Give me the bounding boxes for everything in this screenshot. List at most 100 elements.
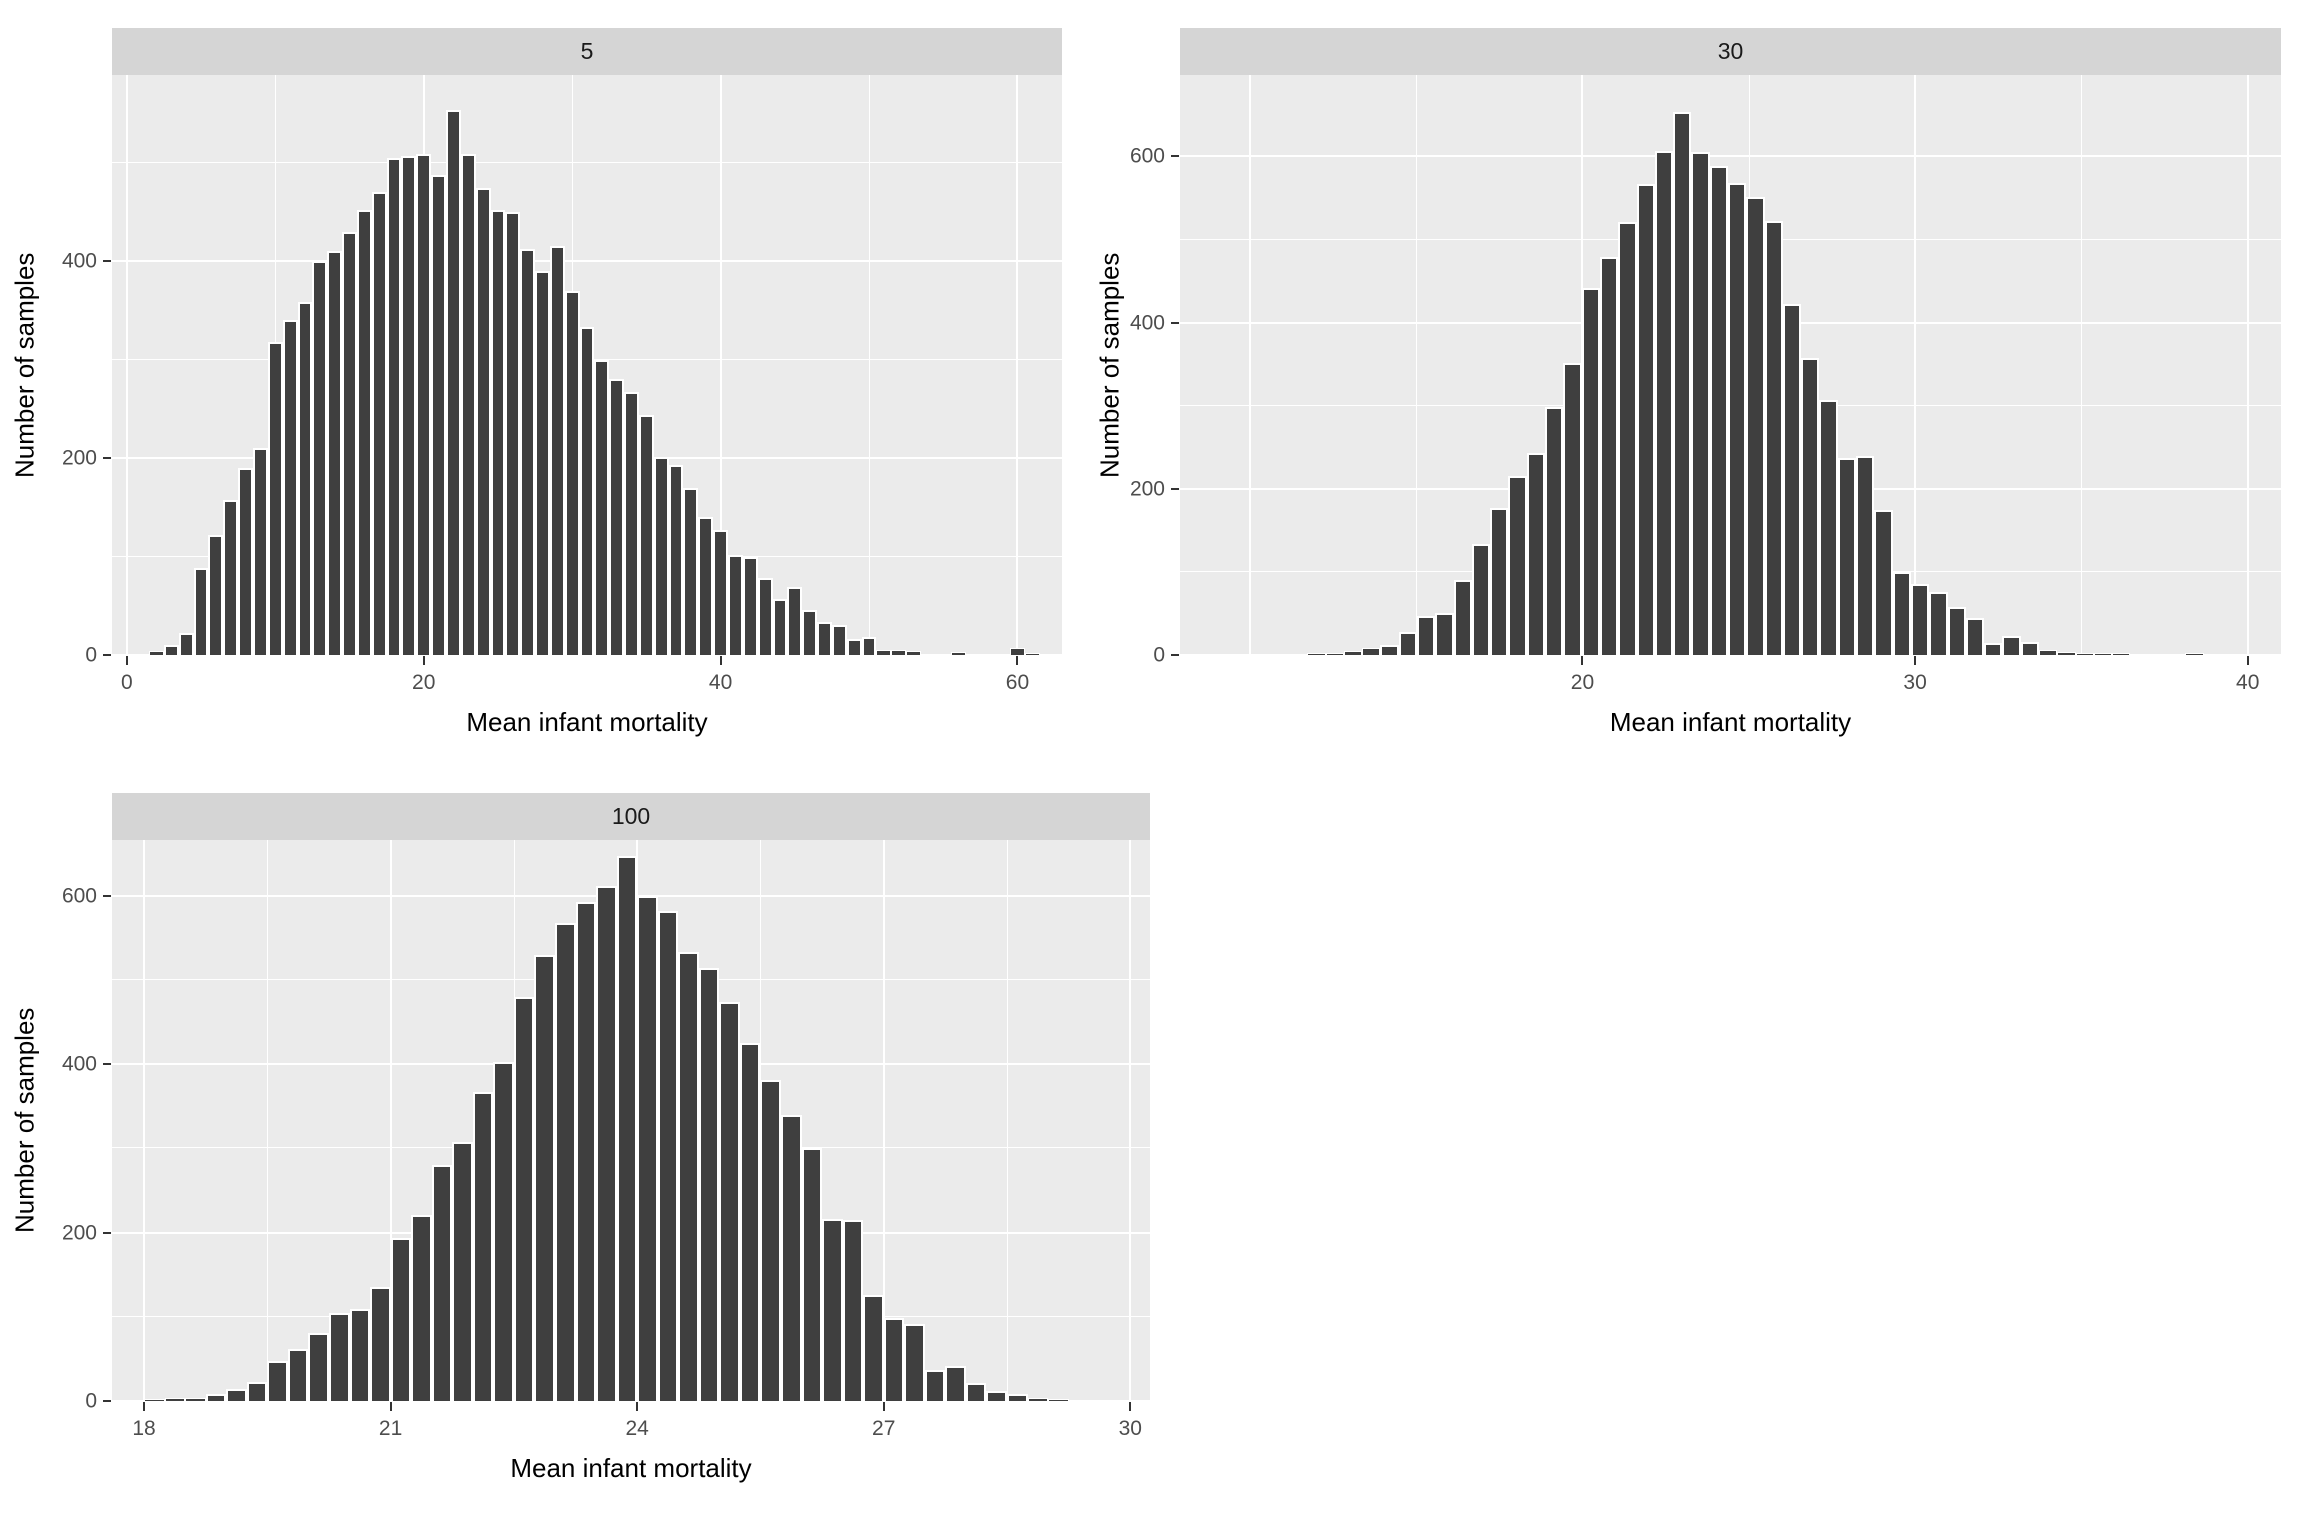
histogram-bar bbox=[678, 952, 699, 1401]
y-tick-label: 200 bbox=[61, 446, 97, 470]
histogram-bar bbox=[1325, 652, 1344, 655]
histogram-bar bbox=[386, 157, 402, 655]
histogram-bar bbox=[1307, 653, 1326, 655]
x-axis-title: Mean infant mortality bbox=[510, 1453, 752, 1483]
histogram-bar bbox=[472, 1091, 494, 1401]
histogram-bar bbox=[950, 652, 966, 655]
histogram-bar bbox=[1006, 1394, 1028, 1401]
x-major-gridline bbox=[143, 840, 146, 1401]
histogram-bar bbox=[739, 1043, 761, 1401]
x-tick-label: 18 bbox=[132, 1417, 156, 1440]
x-tick-mark bbox=[1914, 656, 1917, 665]
histogram-bar bbox=[802, 609, 818, 655]
histogram-bar bbox=[757, 578, 773, 655]
histogram-bar bbox=[906, 651, 921, 655]
histogram-bar bbox=[760, 1080, 781, 1401]
histogram-bar bbox=[267, 1360, 288, 1401]
x-major-gridline bbox=[2246, 75, 2249, 655]
y-major-gridline bbox=[1180, 155, 2281, 158]
histogram-bar bbox=[817, 621, 832, 655]
y-tick-label: 400 bbox=[61, 1052, 97, 1076]
histogram-bar bbox=[178, 633, 194, 655]
histogram-bar bbox=[1874, 509, 1893, 655]
facet-strip-label: 100 bbox=[611, 803, 651, 829]
y-tick-mark bbox=[103, 457, 111, 460]
histogram-bar bbox=[371, 192, 387, 655]
x-tick-label: 21 bbox=[378, 1417, 403, 1440]
histogram-bar bbox=[287, 1348, 309, 1401]
y-minor-gridline bbox=[112, 161, 1062, 163]
x-tick-mark bbox=[2246, 656, 2249, 665]
x-tick-label: 27 bbox=[872, 1417, 896, 1440]
y-tick-label: 200 bbox=[61, 1221, 97, 1245]
histogram-bar bbox=[575, 902, 597, 1401]
histogram-bar bbox=[787, 587, 803, 655]
histogram-bar bbox=[1691, 152, 1710, 655]
histogram-bar bbox=[431, 1165, 453, 1401]
histogram-bar bbox=[579, 327, 595, 655]
x-major-gridline bbox=[1016, 75, 1019, 655]
histogram-bar bbox=[246, 1382, 268, 1401]
x-tick-mark bbox=[1581, 656, 1584, 665]
histogram-bar bbox=[842, 1219, 864, 1401]
histogram-bar bbox=[1636, 183, 1655, 655]
histogram-bar bbox=[328, 1313, 350, 1401]
histogram-bar bbox=[1782, 304, 1802, 655]
histogram-bar bbox=[1435, 613, 1454, 655]
histogram-bar bbox=[698, 517, 714, 655]
x-tick-mark bbox=[389, 1402, 392, 1411]
x-minor-gridline bbox=[869, 75, 871, 655]
subplot-samplesize-100: Number of samples 100 0 200 400 600 18 21 24 2… bbox=[0, 770, 1160, 1536]
x-tick-label: 24 bbox=[625, 1417, 649, 1440]
x-major-gridline bbox=[389, 840, 392, 1401]
histogram-bar bbox=[370, 1287, 391, 1401]
histogram-bar bbox=[475, 188, 491, 655]
histogram-bar bbox=[2002, 635, 2021, 655]
histogram-bar bbox=[1709, 165, 1728, 655]
histogram-bar bbox=[1490, 507, 1509, 655]
histogram-bar bbox=[1764, 221, 1783, 655]
histogram-bar bbox=[657, 910, 679, 1401]
histogram-bar bbox=[223, 500, 239, 655]
y-axis: 0 200 400 bbox=[0, 75, 112, 666]
x-tick-label: 20 bbox=[1570, 671, 1595, 694]
y-tick-label: 0 bbox=[85, 1389, 97, 1413]
histogram-bar bbox=[411, 1214, 432, 1401]
histogram-bar bbox=[883, 1318, 905, 1401]
histogram-bar bbox=[1453, 580, 1472, 655]
x-axis-title: Mean infant mortality bbox=[466, 707, 708, 737]
x-major-gridline bbox=[125, 75, 128, 655]
histogram-bar bbox=[185, 1397, 206, 1401]
histogram-bar bbox=[1526, 453, 1546, 655]
histogram-bar bbox=[1563, 363, 1582, 655]
histogram-bar bbox=[1599, 256, 1619, 655]
histogram-bar bbox=[986, 1390, 1007, 1401]
histogram-bar bbox=[638, 414, 654, 655]
histogram-bar bbox=[831, 625, 847, 655]
histogram-bar bbox=[1929, 591, 1948, 655]
x-major-gridline bbox=[882, 840, 885, 1401]
x-axis: 0 20 40 60 bbox=[112, 655, 1062, 770]
histogram-bar bbox=[1910, 584, 1930, 655]
histogram-bar bbox=[822, 1219, 843, 1401]
x-axis: 18 21 24 27 30 bbox=[112, 1401, 1150, 1536]
histogram-bar bbox=[2039, 650, 2058, 655]
x-tick-mark bbox=[422, 656, 425, 665]
x-tick-mark bbox=[125, 656, 128, 665]
y-tick-mark bbox=[103, 1231, 111, 1234]
y-axis: 0 200 400 600 bbox=[1085, 75, 1180, 666]
histogram-bar bbox=[390, 1238, 412, 1401]
x-axis-title: Mean infant mortality bbox=[1609, 707, 1852, 737]
histogram-bar bbox=[1010, 648, 1025, 655]
y-tick-mark bbox=[103, 1063, 111, 1066]
y-tick-mark bbox=[103, 260, 111, 263]
histogram-bar bbox=[2203, 654, 2222, 655]
y-tick-mark bbox=[103, 894, 111, 897]
x-minor-gridline bbox=[1416, 75, 1418, 655]
histogram-bar bbox=[282, 320, 298, 655]
y-tick-label: 600 bbox=[1129, 144, 1165, 168]
histogram-bar bbox=[719, 1001, 740, 1401]
x-minor-gridline bbox=[2081, 75, 2083, 655]
y-tick-label: 600 bbox=[61, 884, 97, 908]
x-tick-label: 20 bbox=[412, 671, 436, 694]
